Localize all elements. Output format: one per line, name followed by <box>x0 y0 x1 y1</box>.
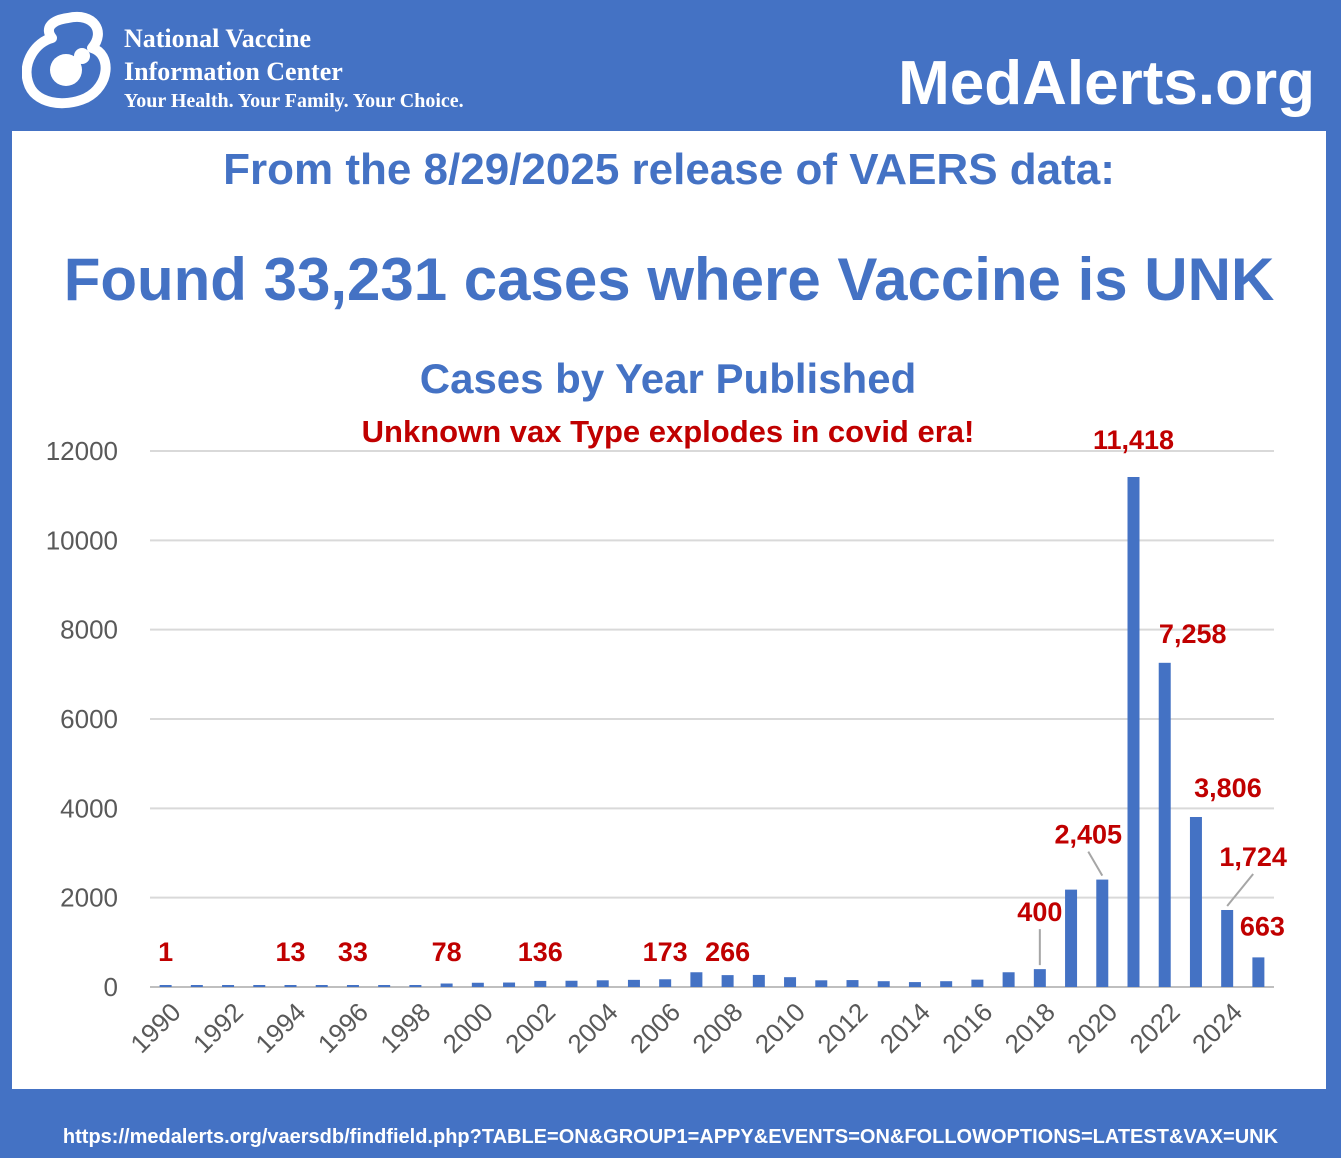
x-tick-label: 2006 <box>624 997 686 1059</box>
org-name-line-2: Information Center <box>124 57 343 86</box>
bar-2006 <box>659 979 672 987</box>
bar-1997 <box>378 985 391 987</box>
bar-2010 <box>784 977 797 987</box>
bar-1994 <box>284 985 297 987</box>
bar-2015 <box>940 981 953 987</box>
x-tick-label: 2018 <box>999 997 1061 1059</box>
label-leader-line <box>1226 873 1254 907</box>
y-tick-label: 6000 <box>60 704 118 734</box>
bar-2016 <box>971 979 984 987</box>
bar-2005 <box>627 979 640 987</box>
bar-1998 <box>409 985 422 987</box>
bar-2007 <box>690 972 703 987</box>
bar-2003 <box>565 980 578 987</box>
release-heading: From the 8/29/2025 release of VAERS data… <box>223 145 1115 194</box>
y-tick-label: 8000 <box>60 615 118 645</box>
x-tick-label: 1994 <box>249 997 311 1059</box>
x-tick-label: 2004 <box>562 997 624 1059</box>
x-tick-label: 1992 <box>187 997 249 1059</box>
data-label-2025: 663 <box>1240 911 1285 941</box>
bar-1991 <box>190 985 203 987</box>
x-tick-label: 2012 <box>811 997 873 1059</box>
source-url[interactable]: https://medalerts.org/vaersdb/findfield.… <box>62 1126 1279 1148</box>
org-name-line-1: National Vaccine <box>124 24 312 53</box>
bar-2001 <box>503 982 516 987</box>
bar-2021 <box>1127 476 1140 987</box>
x-tick-label: 1996 <box>312 997 374 1059</box>
data-label-2024: 1,724 <box>1219 842 1287 872</box>
data-label-1999: 78 <box>432 937 462 967</box>
bar-1990 <box>159 985 172 987</box>
main-panel: From the 8/29/2025 release of VAERS data… <box>12 131 1326 1089</box>
bar-1996 <box>346 985 359 987</box>
x-tick-label: 2002 <box>499 997 561 1059</box>
data-label-1990: 1 <box>158 937 173 967</box>
data-label-2018: 400 <box>1017 897 1062 927</box>
found-heading: Found 33,231 cases where Vaccine is UNK <box>63 246 1275 313</box>
bar-2013 <box>877 981 890 987</box>
x-tick-label: 1990 <box>124 997 186 1059</box>
x-tick-label: 2014 <box>874 997 936 1059</box>
y-tick-label: 10000 <box>46 525 118 555</box>
data-label-2008: 266 <box>705 937 750 967</box>
bar-2019 <box>1065 889 1078 987</box>
y-tick-label: 2000 <box>60 883 118 913</box>
bar-2024 <box>1221 909 1234 987</box>
data-label-2006: 173 <box>643 937 688 967</box>
chart-subtitle: Unknown vax Type explodes in covid era! <box>362 414 975 449</box>
bar-2011 <box>815 980 828 987</box>
data-label-2020: 2,405 <box>1054 820 1122 850</box>
bar-2017 <box>1002 972 1015 987</box>
data-label-1996: 33 <box>338 937 368 967</box>
bar-1995 <box>315 985 328 987</box>
bar-2000 <box>471 982 484 987</box>
x-tick-label: 2008 <box>686 997 748 1059</box>
bar-2009 <box>752 974 765 987</box>
data-label-1994: 13 <box>275 937 305 967</box>
org-tagline: Your Health. Your Family. Your Choice. <box>124 90 464 112</box>
chart-title: Cases by Year Published <box>420 355 916 402</box>
label-leader-line <box>1087 851 1104 877</box>
bar-2022 <box>1158 662 1171 987</box>
x-tick-label: 2022 <box>1124 997 1186 1059</box>
y-tick-label: 4000 <box>60 793 118 823</box>
bar-2004 <box>596 980 609 987</box>
site-name: MedAlerts.org <box>898 49 1315 118</box>
nvic-logo-icon <box>22 11 111 109</box>
x-tick-label: 2024 <box>1186 997 1248 1059</box>
bar-2025 <box>1252 957 1265 987</box>
data-label-2002: 136 <box>518 937 563 967</box>
bar-2012 <box>846 980 859 987</box>
y-tick-label: 12000 <box>46 436 118 466</box>
y-tick-label: 0 <box>104 972 118 1002</box>
x-tick-label: 2000 <box>437 997 499 1059</box>
bar-1992 <box>222 985 235 987</box>
x-tick-label: 2020 <box>1061 997 1123 1059</box>
bar-1993 <box>253 985 266 987</box>
bar-2020 <box>1096 879 1109 987</box>
data-label-2023: 3,806 <box>1194 773 1262 803</box>
bar-2008 <box>721 975 734 987</box>
bar-2014 <box>908 982 921 987</box>
x-tick-label: 2016 <box>936 997 998 1059</box>
bar-2023 <box>1189 816 1202 987</box>
bar-1999 <box>440 983 453 987</box>
x-tick-label: 2010 <box>749 997 811 1059</box>
bar-2002 <box>534 980 547 987</box>
data-label-2021: 11,418 <box>1093 425 1174 455</box>
bar-2018 <box>1033 969 1046 987</box>
x-tick-label: 1998 <box>374 997 436 1059</box>
data-label-2022: 7,258 <box>1159 619 1227 649</box>
